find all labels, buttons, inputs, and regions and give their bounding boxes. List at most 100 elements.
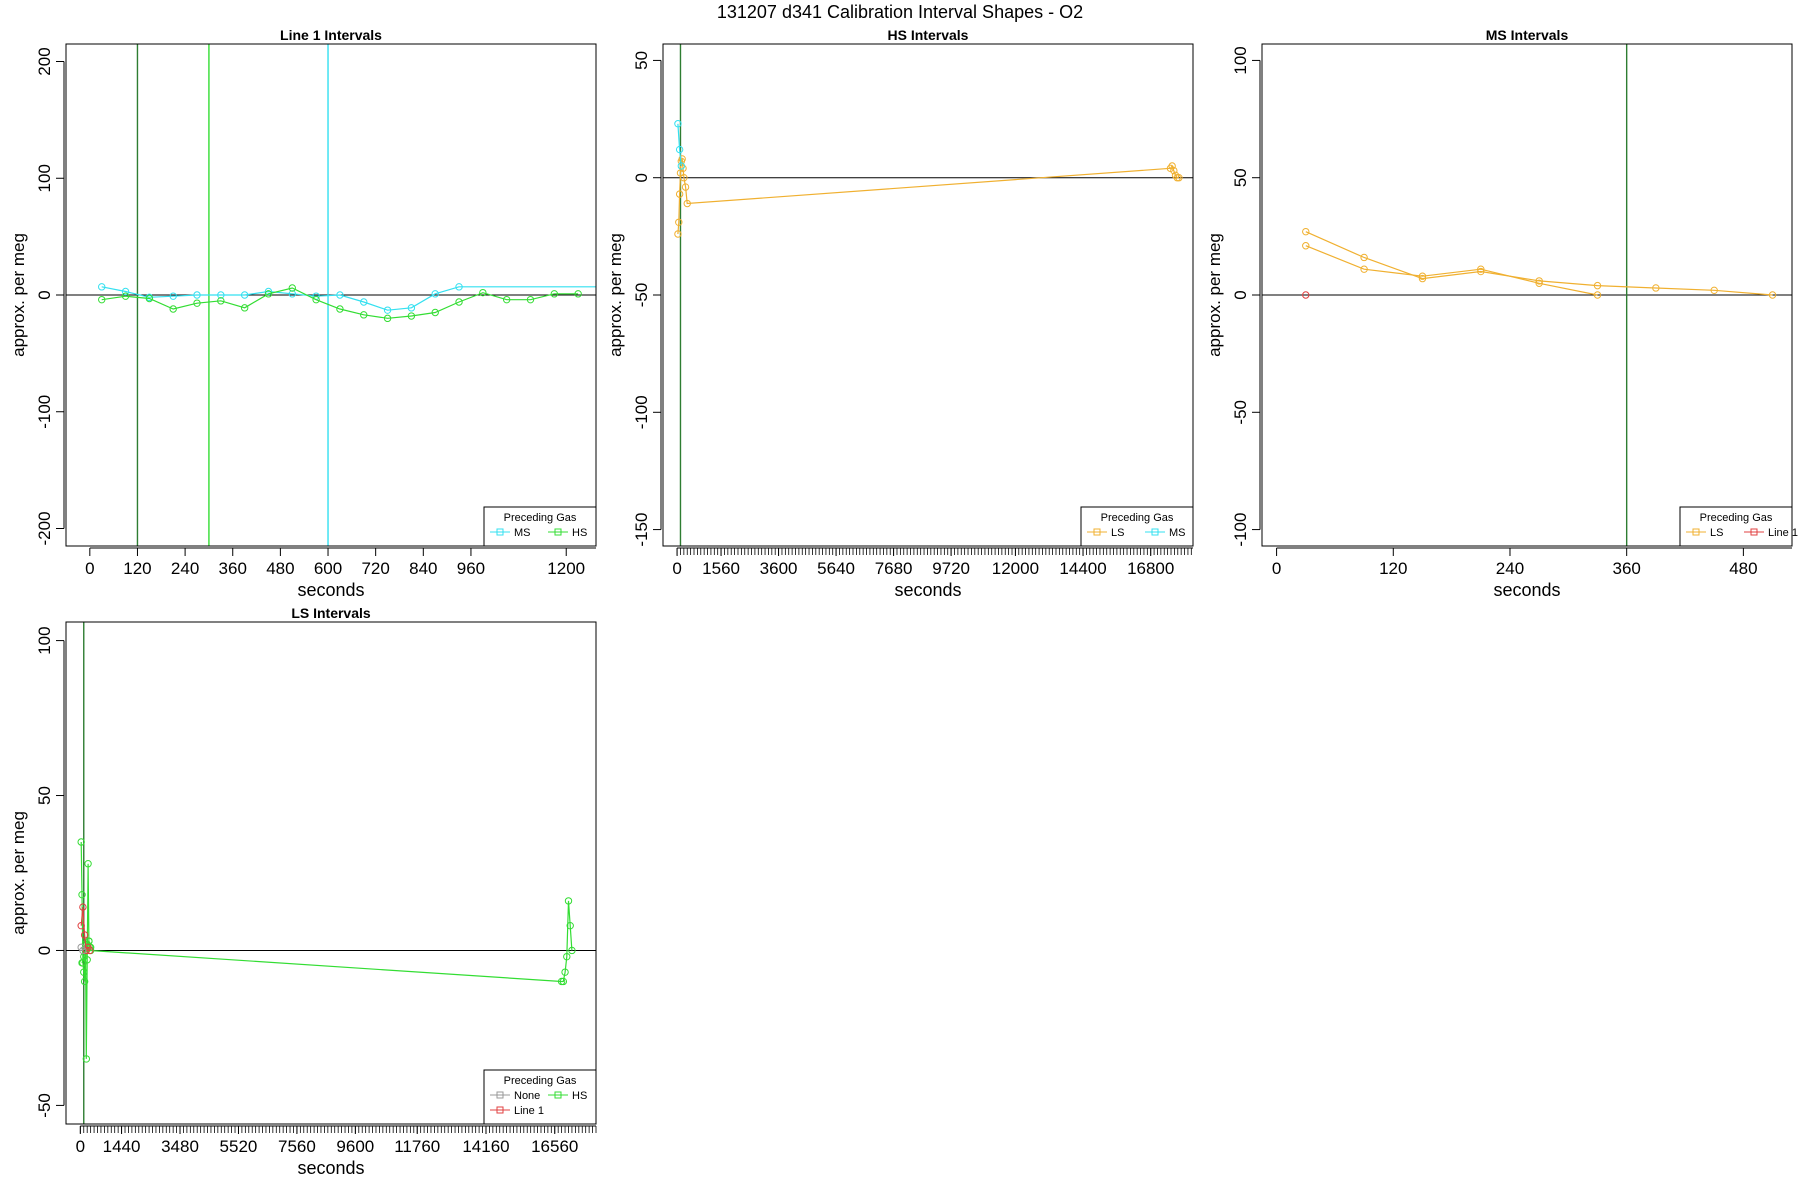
x-tick-label: 0	[76, 1137, 85, 1156]
chart-title: MS Intervals	[1486, 27, 1569, 43]
data-point	[680, 174, 688, 182]
data-point	[1593, 281, 1602, 290]
panel-ms-intervals: MS Intervals 0 120 240 360 480 seconds -100 -50 0…	[1205, 27, 1798, 600]
x-tick-label: 720	[361, 559, 389, 578]
data-point	[78, 890, 86, 899]
legend-swatch-marker	[1750, 528, 1758, 536]
data-point	[264, 287, 273, 296]
data-point	[98, 295, 106, 304]
data-point	[566, 921, 574, 930]
data-point	[568, 946, 576, 955]
x-tick-label: 7560	[278, 1137, 316, 1156]
legend-box	[1080, 506, 1194, 547]
y-axis-label: approx. per meg	[9, 233, 28, 357]
legend-swatch-marker	[554, 1091, 562, 1099]
data-point	[312, 295, 320, 304]
legend-title: Preceding Gas	[504, 512, 577, 524]
data-point	[1710, 286, 1718, 295]
legend-swatch-marker	[1692, 528, 1700, 536]
data-point	[217, 297, 225, 305]
data-point	[1477, 267, 1485, 276]
data-point	[383, 314, 392, 323]
plot-area	[1302, 227, 1777, 299]
legend-label: Line 1	[1768, 527, 1798, 539]
x-tick-label: 360	[219, 559, 247, 578]
data-point	[561, 968, 569, 976]
legend-label: MS	[1169, 527, 1186, 539]
legend-item: LS	[1087, 527, 1124, 539]
y-tick-label: -50	[632, 283, 651, 308]
legend-title: Preceding Gas	[1101, 512, 1174, 524]
data-point	[1535, 277, 1543, 285]
data-point	[79, 903, 87, 911]
x-tick-label: 14160	[462, 1137, 509, 1156]
data-point	[80, 977, 89, 986]
data-point	[1535, 279, 1543, 287]
x-tick-label: 1200	[547, 559, 585, 578]
legend-item: HS	[548, 1090, 587, 1102]
data-point	[559, 977, 568, 986]
x-tick-label: 7680	[875, 559, 913, 578]
series-line	[1305, 245, 1598, 296]
data-point	[678, 155, 686, 163]
data-point	[407, 312, 416, 320]
series-line	[101, 287, 579, 319]
data-point	[1302, 291, 1310, 299]
data-point	[683, 199, 691, 208]
data-point	[80, 968, 88, 976]
legend-item: LS	[1686, 527, 1723, 539]
y-tick-label: 0	[35, 290, 54, 299]
x-tick-label: 5640	[817, 559, 855, 578]
legend-item: Line 1	[1744, 527, 1798, 539]
data-point	[674, 120, 682, 128]
y-tick-label: 100	[35, 626, 54, 654]
legend-item: MS	[1145, 527, 1186, 539]
data-point	[145, 294, 154, 303]
x-axis-label: seconds	[1493, 580, 1560, 600]
x-tick-label: 11760	[394, 1137, 440, 1156]
legend-swatch-marker	[496, 1091, 504, 1099]
plot-frame	[65, 43, 597, 547]
page-title: 131207 d341 Calibration Interval Shapes …	[716, 2, 1084, 22]
data-point	[1768, 291, 1777, 299]
data-point	[80, 931, 89, 939]
y-axis-label: approx. per meg	[1205, 233, 1224, 357]
plot-area	[98, 283, 596, 323]
legend-swatch-marker	[554, 528, 562, 536]
data-point	[193, 291, 201, 299]
x-tick-label: 16800	[1127, 559, 1174, 578]
data-point	[1360, 253, 1368, 262]
y-tick-label: 0	[632, 173, 651, 182]
x-tick-label: 0	[85, 559, 94, 578]
data-point	[679, 164, 687, 173]
y-tick-label: 50	[1231, 168, 1250, 187]
legend-label: LS	[1710, 527, 1723, 539]
chart-title: LS Intervals	[291, 605, 371, 621]
x-tick-label: 960	[457, 559, 485, 578]
legend-box	[483, 506, 597, 547]
x-tick-label: 600	[314, 559, 342, 578]
data-point	[526, 295, 535, 304]
plot-area	[674, 120, 1183, 238]
data-point	[431, 308, 439, 317]
y-tick-label: -100	[1231, 513, 1250, 547]
plot-frame	[65, 621, 597, 1125]
x-tick-label: 1560	[702, 559, 740, 578]
y-tick-label: 0	[1231, 290, 1250, 299]
x-tick-label: 12000	[992, 559, 1039, 578]
data-point	[1168, 162, 1176, 170]
data-point	[336, 291, 344, 299]
x-axis-label: seconds	[297, 1158, 364, 1178]
data-point	[1302, 227, 1310, 236]
legend: Preceding Gas MS HS	[483, 506, 597, 547]
x-tick-label: 1440	[103, 1137, 141, 1156]
data-point	[1652, 284, 1660, 292]
y-tick-label: 50	[35, 786, 54, 805]
x-tick-label: 480	[1729, 559, 1757, 578]
data-point	[121, 287, 130, 296]
data-point	[77, 921, 85, 930]
data-point	[169, 292, 177, 300]
data-point	[675, 145, 684, 154]
data-point	[431, 290, 439, 298]
